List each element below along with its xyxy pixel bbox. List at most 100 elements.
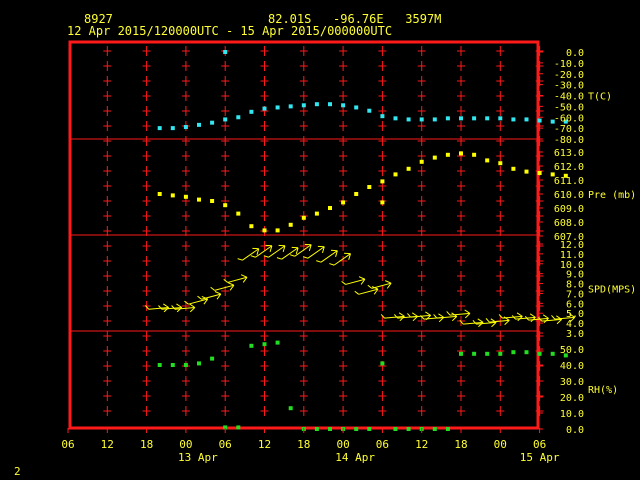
pressure-point	[249, 224, 254, 229]
y-tick-label: 608.0	[554, 218, 584, 229]
pressure-axis-label: Pre (mb)	[588, 190, 636, 201]
y-tick-label: -30.0	[554, 81, 584, 92]
wind-arrow-head	[385, 280, 392, 289]
time-period: 12 Apr 2015/120000UTC - 15 Apr 2015/0000…	[67, 24, 393, 38]
wind-arrow-shaft	[502, 315, 523, 319]
temperature-point	[157, 126, 162, 131]
temperature-point	[524, 117, 529, 122]
humidity-point	[393, 427, 398, 431]
temperature-point	[262, 106, 267, 111]
wind-arrow	[250, 244, 273, 258]
wind-arrow-head	[227, 282, 235, 291]
temperature-point	[380, 114, 385, 119]
wind-arrow-shaft	[268, 245, 286, 258]
wind-arrow-shaft	[436, 315, 457, 319]
humidity-point	[459, 351, 463, 356]
wind-arrow-barb	[472, 320, 477, 325]
wind-arrow-head	[240, 274, 248, 283]
y-tick-label: 7.0	[566, 289, 584, 300]
wind-arrow-shaft	[345, 278, 366, 285]
temperature-point	[223, 50, 228, 54]
wind-arrow-shaft	[227, 276, 248, 283]
x-day-label: 15 Apr	[520, 451, 560, 464]
temperature-point	[406, 117, 411, 122]
x-day-label: 13 Apr	[178, 451, 218, 464]
wind-arrow-barb	[223, 278, 228, 283]
y-tick-label: 20.0	[560, 393, 584, 404]
y-tick-label: 611.0	[554, 176, 584, 187]
pressure-point	[537, 171, 542, 175]
wind-arrow-barb	[498, 314, 503, 319]
wind-arrow-shaft	[255, 245, 273, 258]
humidity-point	[550, 351, 555, 356]
humidity-point	[183, 363, 188, 367]
wind-arrow-barb	[171, 305, 176, 310]
data-marks	[145, 50, 576, 431]
wind-arrow-head	[265, 244, 273, 253]
wind-arrow-shaft	[384, 315, 405, 319]
y-tick-label: 9.0	[566, 270, 584, 281]
y-tick-label: -40.0	[554, 92, 584, 103]
temperature-point	[210, 120, 215, 125]
station-location: 82.01S -96.76E 3597M	[268, 12, 442, 26]
wind-arrow-shaft	[242, 248, 260, 261]
temperature-point	[354, 105, 359, 110]
y-tick-label: 6.0	[566, 299, 584, 310]
humidity-point	[354, 427, 359, 431]
y-tick-label: 609.0	[554, 204, 584, 215]
wind-arrow	[407, 311, 432, 321]
y-tick-label: 30.0	[560, 377, 584, 388]
x-tick-label: 06	[219, 438, 232, 451]
y-tick-label: 40.0	[560, 361, 584, 372]
humidity-point	[406, 427, 411, 431]
wind-arrow-barb	[393, 314, 399, 319]
pressure-point	[550, 172, 555, 177]
wind-arrow-shaft	[148, 306, 169, 310]
temperature-point	[236, 115, 241, 120]
humidity-point	[170, 363, 175, 367]
wind-arrow-barb	[446, 311, 451, 316]
temperature-point	[459, 116, 463, 121]
wind-arrow-shaft	[358, 288, 379, 295]
y-tick-label: 4.0	[566, 319, 584, 330]
temperature-point	[249, 109, 254, 114]
temperature-point	[341, 103, 346, 108]
x-tick-label: 06	[61, 438, 74, 451]
temperature-axis-label: T(C)	[588, 92, 612, 103]
wind-arrow-shaft	[161, 306, 182, 310]
wind-arrow	[289, 243, 312, 257]
pressure-point	[472, 152, 477, 157]
wind-arrow	[446, 309, 471, 319]
humidity-point	[432, 427, 437, 431]
pressure-point	[511, 166, 516, 171]
x-tick-label: 06	[376, 438, 389, 451]
temperature-point	[288, 104, 293, 109]
temperature-point	[445, 116, 450, 121]
wind-arrow	[263, 244, 286, 258]
x-tick-label: 06	[533, 438, 546, 451]
humidity-point	[367, 427, 372, 431]
temperature-point	[419, 117, 424, 122]
y-tick-label: -60.0	[554, 113, 584, 124]
grid	[68, 40, 544, 430]
wind-arrow-barb	[380, 314, 385, 319]
pressure-point	[183, 194, 188, 199]
wind-arrow-head	[464, 309, 471, 319]
pressure-point	[485, 158, 490, 163]
y-tick-label: -10.0	[554, 59, 584, 70]
temperature-point	[511, 117, 516, 122]
pressure-point	[223, 203, 228, 208]
wind-arrow-barb	[407, 313, 412, 318]
wind-arrow-head	[214, 291, 222, 300]
pressure-point	[498, 161, 503, 166]
pressure-point	[288, 222, 293, 227]
temperature-point	[367, 108, 372, 113]
wind-arrow-head	[304, 243, 312, 252]
x-tick-label: 12	[101, 438, 114, 451]
wind-arrow-barb	[210, 286, 215, 291]
x-tick-label: 00	[179, 438, 192, 451]
temperature-point	[170, 126, 175, 131]
pressure-point	[419, 159, 424, 164]
wind-arrow-barb	[145, 305, 150, 310]
pressure-point	[393, 172, 398, 177]
